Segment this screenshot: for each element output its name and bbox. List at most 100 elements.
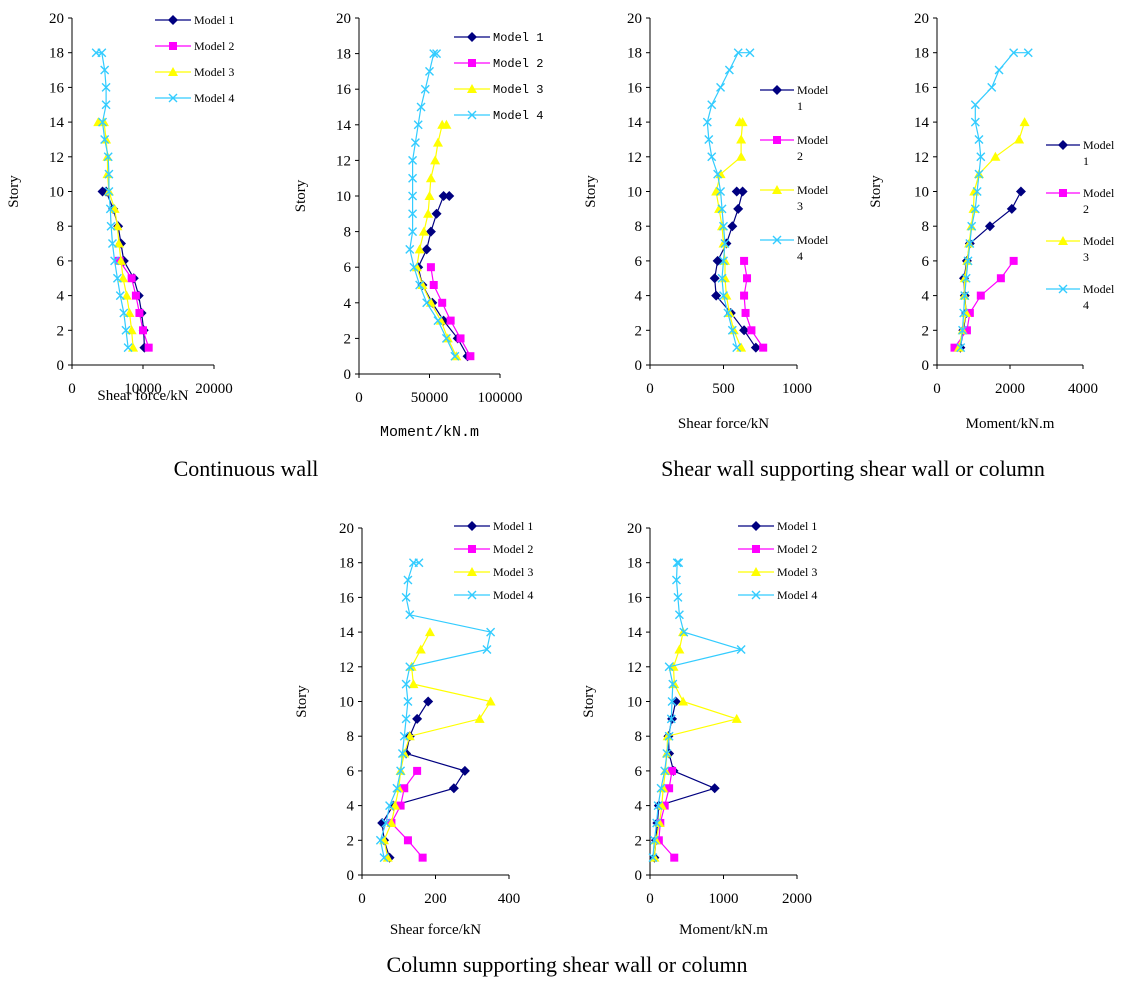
- data-point: [743, 274, 752, 283]
- y-tick-label: 10: [914, 185, 929, 201]
- data-point: [425, 173, 436, 183]
- data-point: [426, 263, 435, 272]
- data-point: [404, 731, 415, 741]
- data-point: [970, 100, 980, 110]
- x-tick-label: 0: [358, 891, 366, 907]
- data-point: [459, 765, 470, 776]
- y-tick-label: 0: [635, 868, 643, 884]
- series-line: [381, 701, 466, 858]
- legend-label: Model 3: [194, 65, 234, 79]
- data-point: [112, 221, 123, 231]
- data-point: [953, 342, 964, 352]
- data-point: [664, 731, 674, 741]
- data-point: [400, 784, 409, 793]
- y-axis-title: Story: [868, 175, 884, 208]
- data-point: [441, 333, 451, 343]
- y-tick-label: 6: [57, 254, 65, 270]
- y-tick-label: 8: [922, 219, 930, 235]
- y-tick-label: 16: [627, 590, 643, 606]
- data-point: [704, 134, 714, 144]
- data-point: [397, 749, 407, 759]
- data-point: [105, 204, 115, 214]
- x-tick-label: 50000: [411, 390, 449, 406]
- y-tick-label: 4: [922, 289, 930, 305]
- data-point: [733, 48, 743, 58]
- data-point: [444, 191, 455, 201]
- y-tick-label: 2: [57, 323, 65, 339]
- y-tick-label: 10: [627, 695, 642, 711]
- data-point: [962, 326, 971, 335]
- series-line: [653, 631, 739, 858]
- data-point: [405, 244, 415, 254]
- legend-label: Model 3: [797, 183, 829, 213]
- legend-marker: [1058, 284, 1068, 294]
- data-point: [414, 244, 425, 254]
- y-tick-label: 0: [922, 358, 930, 374]
- data-point: [670, 853, 679, 862]
- legend-marker: [467, 84, 477, 93]
- data-point: [415, 280, 425, 290]
- data-point: [719, 221, 728, 231]
- data-point: [960, 291, 970, 301]
- data-point: [987, 82, 997, 92]
- y-tick-label: 14: [336, 118, 352, 134]
- data-point: [399, 731, 409, 741]
- data-point: [375, 835, 385, 845]
- series-line: [706, 52, 750, 348]
- data-point: [410, 138, 420, 148]
- data-point: [1009, 256, 1018, 265]
- series-4: [91, 48, 133, 353]
- data-point: [119, 308, 129, 318]
- data-point: [654, 836, 663, 845]
- data-point: [413, 766, 422, 775]
- y-tick-label: 8: [635, 729, 643, 745]
- legend-marker: [168, 67, 178, 76]
- data-point: [104, 187, 114, 196]
- data-point: [456, 334, 465, 343]
- y-tick-label: 4: [344, 296, 352, 312]
- data-point: [446, 316, 455, 325]
- legend-label: Model 2: [493, 542, 533, 556]
- data-point: [113, 238, 124, 248]
- chart-panel-6: 0 2 4 6 8 10 12 14 16 18 20 0 1000 2000 Moment/kN.m Sto…: [581, 519, 817, 938]
- data-point: [739, 325, 750, 336]
- legend-label: Model 4: [493, 109, 543, 123]
- y-tick-label: 6: [635, 764, 643, 780]
- data-point: [115, 291, 125, 301]
- series-line: [409, 52, 456, 357]
- data-point: [652, 818, 662, 828]
- data-point: [719, 291, 728, 301]
- y-tick-label: 10: [339, 695, 354, 711]
- data-point: [103, 152, 113, 162]
- data-point: [118, 273, 129, 283]
- x-axis-title: Moment/kN.m: [380, 424, 479, 441]
- data-point: [418, 226, 429, 236]
- series-4: [375, 558, 496, 863]
- data-point: [959, 308, 969, 318]
- series-3: [379, 627, 496, 862]
- legend-label: Model 1: [194, 13, 234, 27]
- data-point: [403, 575, 413, 585]
- y-tick-label: 20: [627, 521, 642, 537]
- series-line: [430, 267, 471, 357]
- data-point: [1014, 134, 1025, 144]
- data-point: [139, 326, 147, 335]
- y-tick-label: 2: [922, 323, 930, 339]
- data-point: [403, 836, 412, 845]
- legend-marker: [751, 567, 761, 576]
- data-point: [414, 558, 424, 568]
- legend: Model 1 Model 2 Model 3 Model 4: [454, 31, 543, 123]
- data-point: [405, 610, 415, 620]
- series-2: [740, 256, 768, 352]
- data-point: [665, 784, 674, 793]
- series-2: [426, 263, 475, 361]
- x-tick-label: 0: [933, 381, 941, 397]
- data-point: [674, 644, 685, 654]
- legend-marker: [467, 521, 477, 531]
- data-point: [112, 273, 122, 283]
- caption-column-supporting: Column supporting shear wall or column: [386, 952, 748, 977]
- legend-marker: [468, 59, 476, 67]
- data-point: [711, 290, 722, 301]
- legend-marker: [772, 85, 782, 95]
- legend-label: Model 2: [777, 542, 817, 556]
